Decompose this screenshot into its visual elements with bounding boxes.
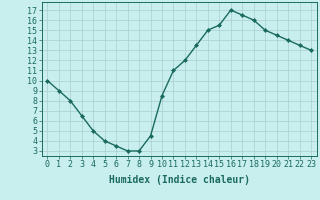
X-axis label: Humidex (Indice chaleur): Humidex (Indice chaleur) [109,175,250,185]
